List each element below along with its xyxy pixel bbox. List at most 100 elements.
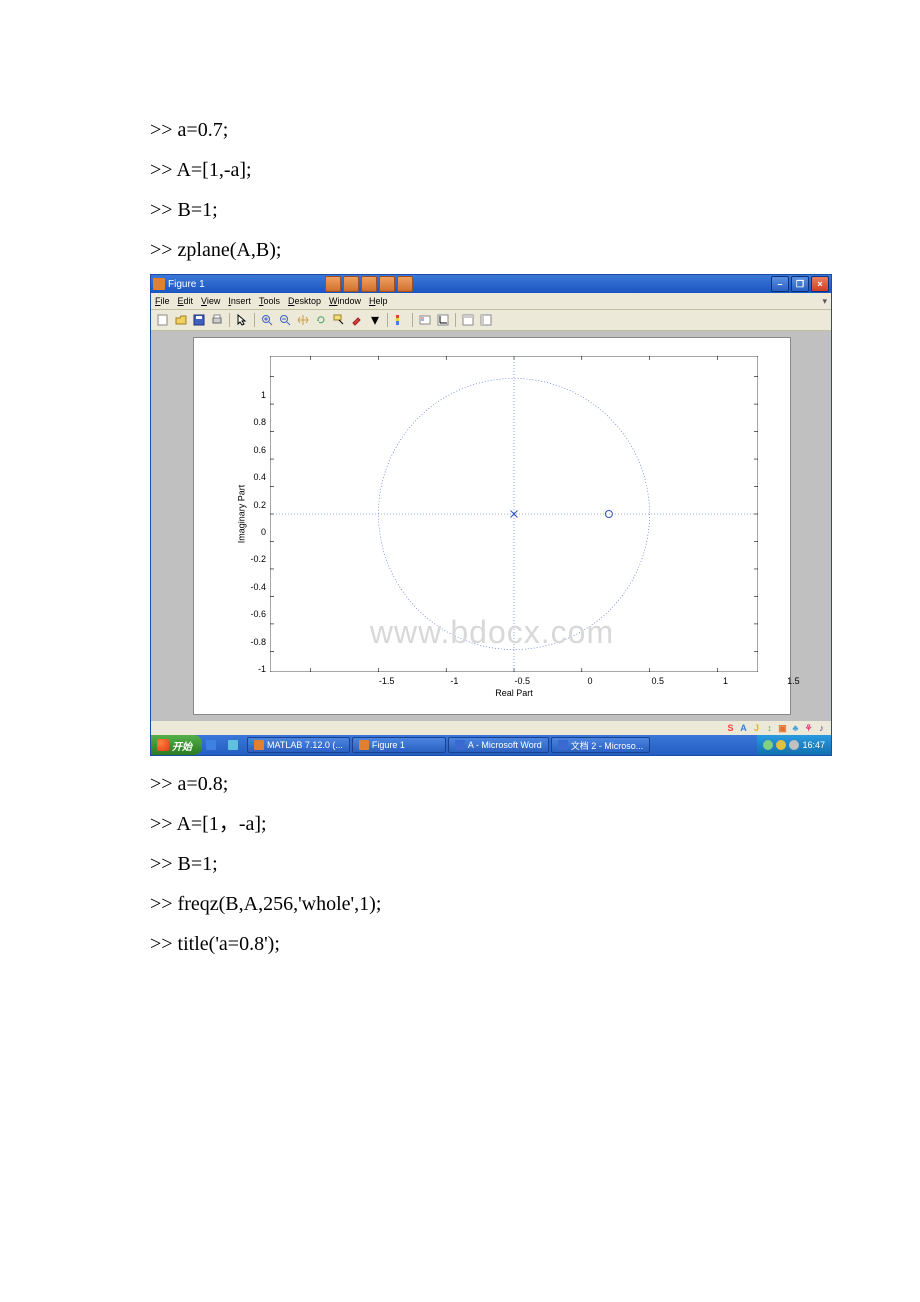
clock: 16:47: [802, 740, 825, 750]
y-tick-label: -0.2: [236, 554, 266, 564]
menu-tools[interactable]: Tools: [259, 296, 280, 306]
y-tick-label: 0.6: [236, 445, 266, 455]
titlebar[interactable]: Figure 1 – ❐ ×: [151, 275, 831, 293]
dock-button[interactable]: [361, 276, 377, 292]
y-tick-label: -0.4: [236, 582, 266, 592]
x-tick-label: -0.5: [514, 676, 530, 686]
zoom-in-icon[interactable]: [259, 312, 275, 328]
taskbar-item-label: MATLAB 7.12.0 (...: [267, 740, 343, 750]
tray-strip-icon[interactable]: ♣: [790, 723, 801, 734]
notification-strip: SAJ↕▣♣⚘♪: [151, 721, 831, 735]
colorbar-icon[interactable]: [392, 312, 408, 328]
x-tick-label: 0.5: [652, 676, 665, 686]
tray-icon[interactable]: [763, 740, 773, 750]
taskbar-item-label: 文档 2 - Microso...: [571, 739, 644, 752]
taskbar-item[interactable]: MATLAB 7.12.0 (...: [247, 737, 350, 753]
menu-view[interactable]: View: [201, 296, 220, 306]
matlab-figure-window: Figure 1 – ❐ × File Edit View Insert Too…: [150, 274, 832, 756]
quicklaunch-ie-icon[interactable]: [203, 737, 223, 753]
tray-strip-icon[interactable]: J: [751, 723, 762, 734]
quicklaunch-desktop-icon[interactable]: [225, 737, 245, 753]
x-tick-label: 1: [723, 676, 728, 686]
taskbar-item-label: A - Microsoft Word: [468, 740, 542, 750]
code-line: >> zplane(A,B);: [150, 230, 770, 270]
close-button[interactable]: ×: [811, 276, 829, 292]
start-button[interactable]: 开始: [151, 735, 202, 755]
y-tick-label: -0.6: [236, 609, 266, 619]
taskbar: 开始 MATLAB 7.12.0 (... Figure 1 A - Microso…: [151, 735, 831, 755]
pointer-icon[interactable]: [234, 312, 250, 328]
taskbar-item[interactable]: 文档 2 - Microso...: [551, 737, 651, 753]
code-line: >> a=0.7;: [150, 110, 770, 150]
matlab-icon: [153, 278, 165, 290]
tray-strip-icon[interactable]: ▣: [777, 723, 788, 734]
app-icon: [558, 740, 568, 750]
y-tick-label: -0.8: [236, 637, 266, 647]
open-icon[interactable]: [173, 312, 189, 328]
y-tick-label: 1: [236, 390, 266, 400]
print-icon[interactable]: [209, 312, 225, 328]
plot-panel: Imaginary Part Real Part -1-0.8-0.6-0.4-…: [193, 337, 791, 715]
windows-icon: [157, 739, 169, 751]
y-tick-label: 0.4: [236, 472, 266, 482]
menu-corner[interactable]: ▾: [822, 296, 827, 307]
app-icon: [254, 740, 264, 750]
code-block-before: >> a=0.7; >> A=[1,-a]; >> B=1; >> zplane…: [150, 110, 770, 270]
code-line: >> B=1;: [150, 844, 770, 884]
x-tick-label: 1.5: [787, 676, 800, 686]
hide-tools-icon[interactable]: [460, 312, 476, 328]
x-tick-label: -1: [450, 676, 458, 686]
x-tick-label: 0: [587, 676, 592, 686]
taskbar-item[interactable]: Figure 1: [352, 737, 446, 753]
taskbar-item-label: Figure 1: [372, 740, 405, 750]
show-tools-icon[interactable]: [478, 312, 494, 328]
y-tick-label: -1: [236, 664, 266, 674]
dock-button[interactable]: [325, 276, 341, 292]
figure-canvas: Imaginary Part Real Part -1-0.8-0.6-0.4-…: [151, 331, 831, 721]
tray-strip-icon[interactable]: S: [725, 723, 736, 734]
legend-icon[interactable]: [417, 312, 433, 328]
code-block-after: >> a=0.8; >> A=[1，-a]; >> B=1; >> freqz(…: [150, 764, 770, 964]
menu-insert[interactable]: Insert: [228, 296, 251, 306]
start-label: 开始: [172, 738, 192, 753]
code-line: >> title('a=0.8');: [150, 924, 770, 964]
menu-file[interactable]: File: [155, 296, 170, 306]
link-icon[interactable]: ▾: [367, 312, 383, 328]
taskbar-item[interactable]: A - Microsoft Word: [448, 737, 549, 753]
save-icon[interactable]: [191, 312, 207, 328]
tray-strip-icon[interactable]: ♪: [816, 723, 827, 734]
menu-window[interactable]: Window: [329, 296, 361, 306]
tray-icon[interactable]: [776, 740, 786, 750]
code-line: >> A=[1,-a];: [150, 150, 770, 190]
system-tray: 16:47: [757, 735, 831, 755]
axes: Imaginary Part Real Part -1-0.8-0.6-0.4-…: [270, 356, 758, 672]
x-tick-label: -1.5: [379, 676, 395, 686]
menu-help[interactable]: Help: [369, 296, 388, 306]
code-line: >> A=[1，-a];: [150, 804, 770, 844]
zoom-out-icon[interactable]: [277, 312, 293, 328]
maximize-button[interactable]: ❐: [791, 276, 809, 292]
app-icon: [359, 740, 369, 750]
pan-icon[interactable]: [295, 312, 311, 328]
menu-desktop[interactable]: Desktop: [288, 296, 321, 306]
axes-icon[interactable]: [435, 312, 451, 328]
new-figure-icon[interactable]: [155, 312, 171, 328]
dock-button[interactable]: [379, 276, 395, 292]
tray-strip-icon[interactable]: ⚘: [803, 723, 814, 734]
dock-button[interactable]: [343, 276, 359, 292]
window-title: Figure 1: [168, 279, 205, 290]
y-tick-label: 0.2: [236, 500, 266, 510]
rotate-icon[interactable]: [313, 312, 329, 328]
tray-strip-icon[interactable]: ↕: [764, 723, 775, 734]
menubar: File Edit View Insert Tools Desktop Wind…: [151, 293, 831, 310]
datacursor-icon[interactable]: [331, 312, 347, 328]
menu-edit[interactable]: Edit: [178, 296, 194, 306]
code-line: >> a=0.8;: [150, 764, 770, 804]
x-axis-label: Real Part: [495, 688, 533, 698]
brush-icon[interactable]: [349, 312, 365, 328]
dock-button[interactable]: [397, 276, 413, 292]
code-line: >> freqz(B,A,256,'whole',1);: [150, 884, 770, 924]
minimize-button[interactable]: –: [771, 276, 789, 292]
tray-strip-icon[interactable]: A: [738, 723, 749, 734]
volume-icon[interactable]: [789, 740, 799, 750]
